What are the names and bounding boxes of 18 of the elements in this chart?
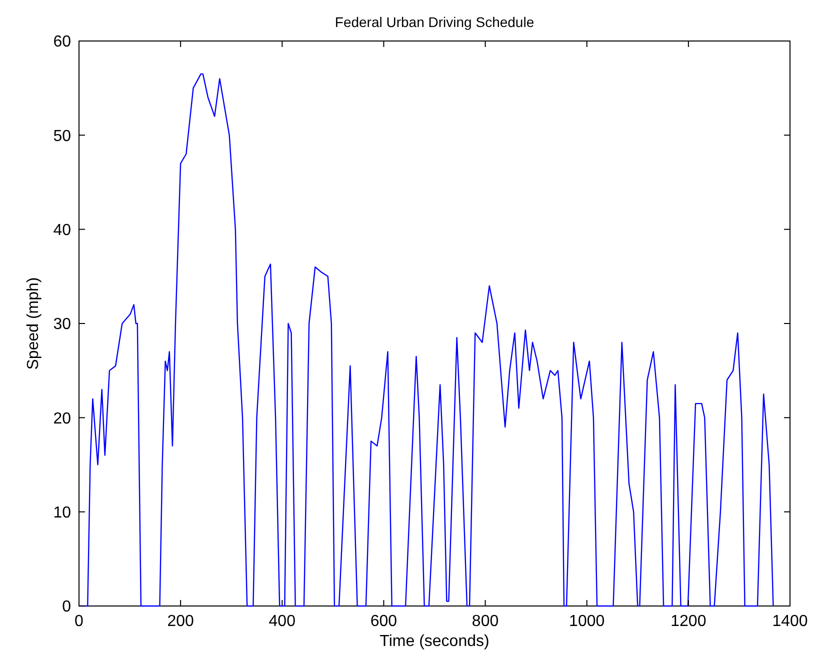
x-tick-label: 600 [370,613,398,630]
x-tick-label: 1400 [772,613,808,630]
x-axis-title: Time (seconds) [380,633,490,650]
y-tick-label: 0 [62,598,72,616]
y-tick-label: 40 [53,222,72,239]
x-tick-label: 0 [74,613,84,630]
y-tick-label: 10 [53,504,72,522]
chart-title: Federal Urban Driving Schedule [334,14,534,30]
x-tick-label: 200 [167,613,194,630]
x-tick-label: 1200 [670,613,706,630]
y-tick-label: 20 [53,410,72,428]
y-axis-title: Speed (mph) [25,277,42,370]
x-tick-label: 800 [472,613,499,630]
y-tick-label: 50 [53,128,72,145]
x-tick-label: 400 [268,613,296,630]
y-tick-label: 60 [53,34,72,51]
x-tick-label: 1000 [569,613,605,630]
y-tick-label: 30 [53,316,72,334]
